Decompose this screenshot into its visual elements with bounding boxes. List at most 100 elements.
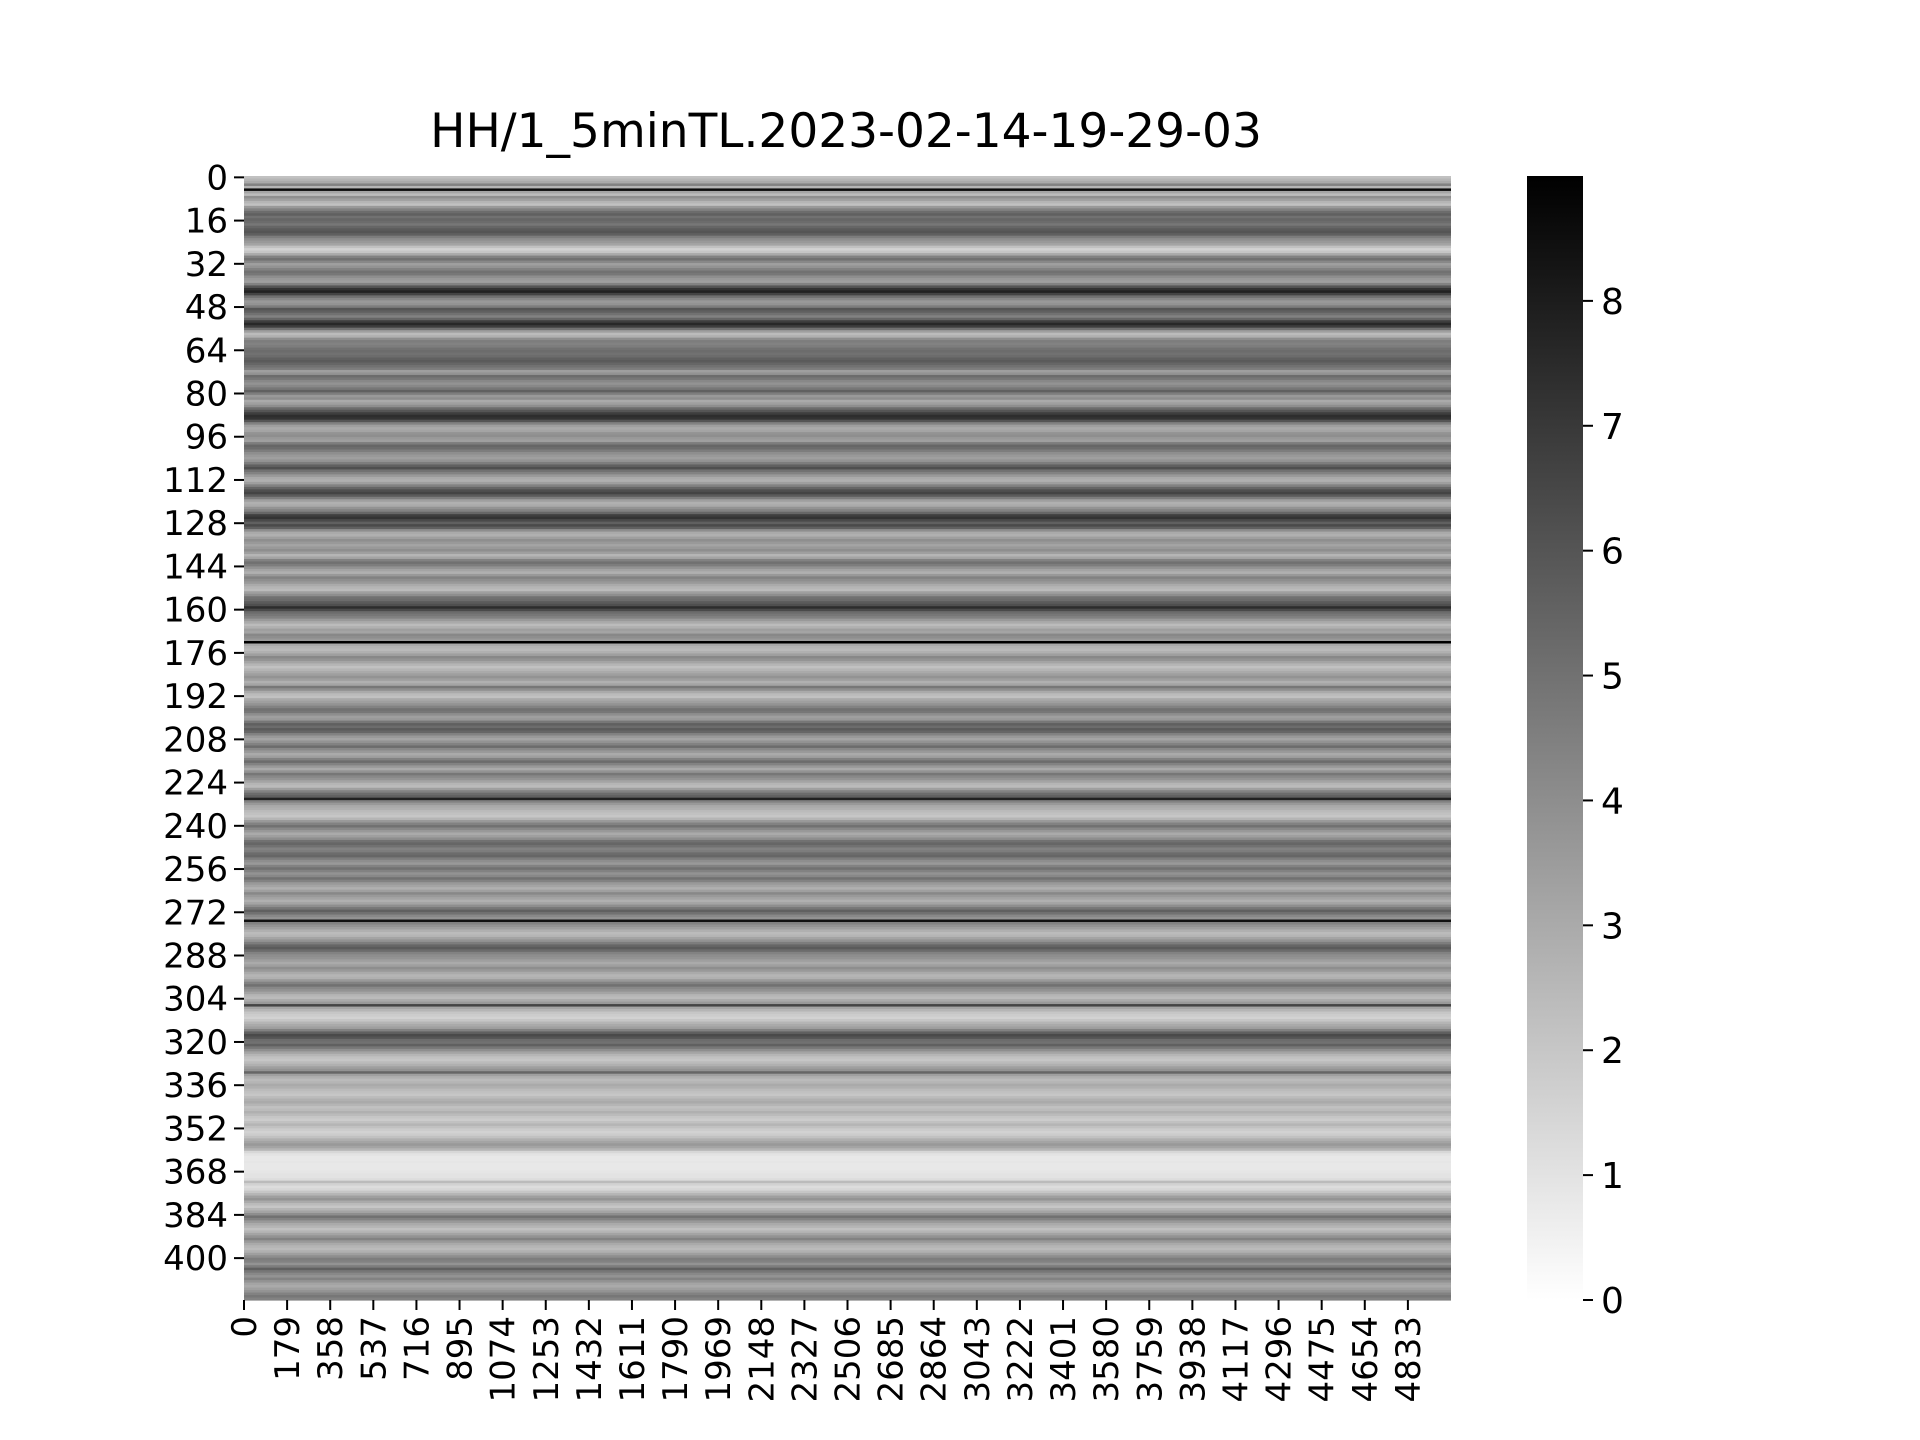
heatmap-row — [244, 750, 1451, 754]
heatmap-row — [244, 300, 1451, 304]
heatmap-row — [244, 203, 1451, 207]
heatmap-row — [244, 834, 1451, 839]
heatmap-row — [244, 1058, 1451, 1062]
heatmap-row — [244, 200, 1451, 204]
heatmap-row — [244, 1071, 1451, 1075]
heatmap-row — [244, 1101, 1451, 1105]
heatmap-row — [244, 310, 1451, 314]
heatmap-row — [244, 255, 1451, 259]
heatmap-row — [244, 1190, 1451, 1194]
heatmap-area — [244, 176, 1451, 1301]
heatmap-row — [244, 723, 1451, 727]
heatmap-row — [244, 1140, 1451, 1144]
heatmap-row — [244, 372, 1451, 376]
heatmap-row — [244, 457, 1451, 461]
heatmap-row — [244, 218, 1451, 222]
heatmap-row — [244, 670, 1451, 674]
heatmap-row — [244, 907, 1451, 911]
x-tick-label: 2148 — [742, 1316, 782, 1403]
heatmap-row — [244, 690, 1451, 694]
heatmap-row — [244, 382, 1451, 386]
heatmap-row — [244, 576, 1451, 580]
y-tick-label: 32 — [185, 245, 228, 285]
heatmap-row — [244, 1138, 1451, 1142]
heatmap-row — [244, 1096, 1451, 1100]
heatmap-row — [244, 1158, 1451, 1162]
heatmap-row — [244, 1275, 1451, 1279]
heatmap-row — [244, 307, 1451, 311]
heatmap-row — [244, 302, 1451, 306]
heatmap-row — [244, 879, 1451, 883]
heatmap-row — [244, 1063, 1451, 1067]
heatmap-row — [244, 1270, 1451, 1274]
heatmap-row — [244, 369, 1451, 374]
heatmap-row — [244, 780, 1451, 784]
heatmap-row — [244, 1091, 1451, 1095]
heatmap-row — [244, 442, 1451, 446]
heatmap-row — [244, 402, 1451, 406]
heatmap-row — [244, 263, 1451, 267]
heatmap-row — [244, 1093, 1451, 1097]
x-tick-label: 2506 — [829, 1316, 869, 1403]
heatmap-row — [244, 419, 1451, 423]
y-tick-label: 80 — [185, 375, 228, 415]
heatmap-row — [244, 581, 1451, 585]
heatmap-row — [244, 593, 1451, 597]
heatmap-row — [244, 352, 1451, 356]
heatmap-row — [244, 404, 1451, 408]
heatmap-row — [244, 708, 1451, 712]
heatmap-row — [244, 775, 1451, 779]
heatmap-row — [244, 1237, 1451, 1241]
heatmap-row — [244, 529, 1451, 533]
heatmap-row — [244, 892, 1451, 896]
x-tick-label: 358 — [311, 1316, 351, 1381]
heatmap-row — [244, 785, 1451, 789]
y-tick-label: 352 — [163, 1109, 228, 1149]
heatmap-row — [244, 1265, 1451, 1269]
heatmap-row — [244, 1272, 1451, 1276]
x-tick-label: 1074 — [484, 1316, 524, 1403]
heatmap-row — [244, 1250, 1451, 1254]
heatmap-row — [244, 285, 1451, 289]
heatmap-row — [244, 974, 1451, 978]
heatmap-row — [244, 1290, 1451, 1294]
heatmap-row — [244, 757, 1451, 761]
colorbar-tick-label: 4 — [1601, 781, 1624, 822]
heatmap-row — [244, 332, 1451, 336]
heatmap-row — [244, 966, 1451, 970]
heatmap-row — [244, 650, 1451, 655]
x-tick-label: 3222 — [1001, 1316, 1041, 1403]
heatmap-row — [244, 705, 1451, 709]
heatmap-row — [244, 1282, 1451, 1286]
x-tick-label: 1969 — [699, 1316, 739, 1403]
heatmap-row — [244, 854, 1451, 858]
heatmap-row — [244, 660, 1451, 664]
heatmap-row — [244, 641, 1451, 645]
heatmap-row — [244, 680, 1451, 684]
heatmap-row — [244, 1118, 1451, 1122]
heatmap-row — [244, 489, 1451, 493]
heatmap-row — [244, 830, 1451, 834]
heatmap-row — [244, 981, 1451, 985]
heatmap-row — [244, 1068, 1451, 1072]
heatmap-row — [244, 820, 1451, 824]
heatmap-row — [244, 1128, 1451, 1132]
heatmap-row — [244, 1240, 1451, 1244]
heatmap-row — [244, 827, 1451, 831]
heatmap-row — [244, 733, 1451, 737]
heatmap-row — [244, 648, 1451, 652]
x-tick-label: 1790 — [656, 1316, 696, 1403]
heatmap-row — [244, 394, 1451, 398]
colorbar-tick-label: 1 — [1601, 1156, 1624, 1197]
heatmap-row — [244, 897, 1451, 901]
heatmap-row — [244, 909, 1451, 913]
heatmap-row — [244, 546, 1451, 550]
heatmap-row — [244, 949, 1451, 953]
heatmap-row — [244, 914, 1451, 918]
heatmap-row — [244, 315, 1451, 319]
heatmap-row — [244, 1135, 1451, 1139]
heatmap-row — [244, 877, 1451, 881]
heatmap-row — [244, 180, 1451, 185]
heatmap-row — [244, 902, 1451, 906]
